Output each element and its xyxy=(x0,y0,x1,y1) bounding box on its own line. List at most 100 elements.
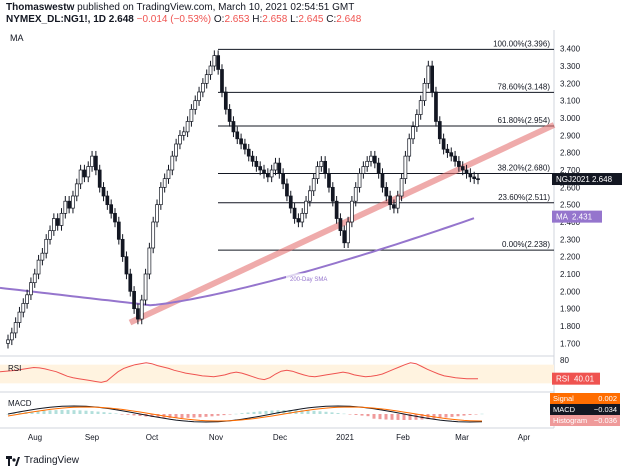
candle-body xyxy=(143,273,148,301)
candle-body xyxy=(48,230,52,240)
candle-body xyxy=(86,166,91,178)
macd-histogram-bar xyxy=(324,411,328,414)
high-value: 2.658 xyxy=(262,14,288,25)
y-tick-label: 3.000 xyxy=(560,114,581,123)
x-tick-label: Oct xyxy=(146,433,159,442)
macd-histogram-bar xyxy=(216,414,220,416)
macd-histogram-bar xyxy=(72,410,76,414)
fib-level-label: 61.80%(2.954) xyxy=(498,116,551,125)
macd-histogram-bar xyxy=(426,414,430,420)
candle-body xyxy=(403,155,408,180)
candle-body xyxy=(449,152,454,157)
macd-histogram-bar xyxy=(138,414,142,417)
indicator-label: MA xyxy=(10,33,24,43)
candle-body xyxy=(201,82,205,93)
macd-histogram-bar xyxy=(414,414,418,420)
rsi-label: RSI xyxy=(8,364,21,373)
author-name[interactable]: Thomaswestw xyxy=(6,2,75,13)
candle-body xyxy=(430,65,434,93)
candle-body xyxy=(254,160,259,167)
candle-body xyxy=(399,178,404,197)
macd-histogram-bar xyxy=(150,414,154,418)
candle-body xyxy=(36,259,41,275)
candle-body xyxy=(181,131,186,136)
macd-histogram-bar xyxy=(204,414,208,417)
sma-label: 200-Day SMA xyxy=(290,277,327,283)
macd-histogram-bar xyxy=(198,414,202,418)
x-tick-label: Sep xyxy=(85,433,100,442)
candle-body xyxy=(277,162,282,174)
candle-body xyxy=(380,173,385,188)
y-tick-label: 1.900 xyxy=(560,305,581,314)
tradingview-footer[interactable]: TradingView xyxy=(6,455,79,466)
candle-body xyxy=(472,176,477,180)
macd-histogram-bar xyxy=(264,410,268,414)
candle-body xyxy=(434,91,438,122)
candle-body xyxy=(422,82,427,102)
macd-histogram-bar xyxy=(456,414,460,417)
macd-tag-value: −0.036 xyxy=(594,416,617,425)
candle-body xyxy=(189,108,194,122)
candle-body xyxy=(101,186,106,197)
macd-histogram-bar xyxy=(444,414,448,418)
macd-histogram-bar xyxy=(180,414,184,418)
candle-body xyxy=(220,69,224,93)
price-tag-box xyxy=(552,173,622,186)
macd-histogram-bar xyxy=(318,411,322,414)
candle-body xyxy=(250,155,255,162)
y-tick-label: 2.000 xyxy=(560,287,581,296)
candle-body xyxy=(460,166,465,171)
macd-histogram-bar xyxy=(366,414,370,417)
candle-body xyxy=(71,195,75,209)
macd-histogram-bar xyxy=(234,413,238,415)
candle-body xyxy=(350,200,354,223)
x-tick-label: Aug xyxy=(28,433,42,442)
candle-body xyxy=(185,121,190,133)
macd-histogram-bar xyxy=(312,410,316,414)
macd-histogram-bar xyxy=(420,414,424,420)
candle-body xyxy=(17,311,22,323)
rsi-tag-box xyxy=(552,372,600,385)
macd-tag-box xyxy=(550,393,620,404)
macd-histogram-bar xyxy=(66,410,70,414)
macd-histogram-bar xyxy=(156,414,160,418)
candle-body xyxy=(235,131,240,140)
macd-histogram-bar xyxy=(396,414,400,420)
candle-body xyxy=(338,218,343,232)
macd-tag-label: Signal xyxy=(553,394,574,403)
candle-body xyxy=(288,195,293,209)
candle-body xyxy=(136,308,140,320)
candle-body xyxy=(94,155,98,171)
macd-histogram-bar xyxy=(12,413,16,414)
candle-body xyxy=(457,160,461,167)
candle-body xyxy=(113,212,117,223)
candle-body xyxy=(9,332,14,341)
candle-body xyxy=(44,238,49,254)
candle-body xyxy=(178,134,182,145)
low-value: 2.645 xyxy=(298,14,324,25)
candle-body xyxy=(32,273,37,284)
macd-histogram-bar xyxy=(60,410,64,414)
macd-histogram-bar xyxy=(90,411,94,414)
rsi-axis-label: 80 xyxy=(560,356,569,365)
candle-body xyxy=(170,155,175,171)
macd-histogram-bar xyxy=(210,414,214,417)
candle-body xyxy=(29,282,33,296)
macd-histogram-bar xyxy=(450,414,454,417)
candle-body xyxy=(411,126,415,140)
candle-body xyxy=(296,218,301,223)
candle-body xyxy=(128,273,133,292)
macd-histogram-bar xyxy=(192,414,196,418)
high-label: H: xyxy=(252,14,263,25)
candle-body xyxy=(216,55,221,70)
macd-tag-value: 0.002 xyxy=(598,394,617,403)
candle-body xyxy=(258,166,263,171)
brand-name: TradingView xyxy=(24,455,80,466)
last-price: 2.648 xyxy=(108,14,134,25)
candle-body xyxy=(155,204,159,223)
candle-body xyxy=(193,100,198,110)
macd-histogram-bar xyxy=(402,414,406,420)
x-tick-label: Apr xyxy=(518,433,531,442)
candle-body xyxy=(204,74,209,84)
